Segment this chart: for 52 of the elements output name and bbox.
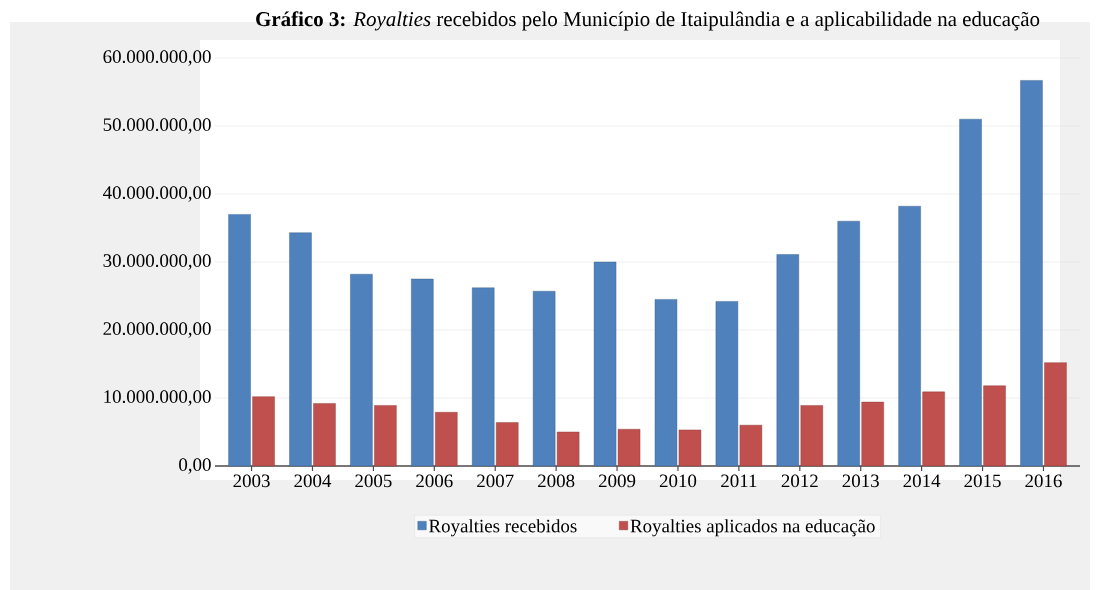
bar <box>1044 362 1067 467</box>
bar <box>861 401 884 467</box>
y-tick-label: 30.000.000,00 <box>103 254 211 270</box>
x-tick-label: 2011 <box>721 474 757 488</box>
bar <box>800 405 823 467</box>
y-tick-label: 40.000.000,00 <box>103 186 211 202</box>
x-tick-label: 2007 <box>477 474 514 488</box>
bar <box>313 403 336 467</box>
y-tick-label: 10.000.000,00 <box>104 390 211 406</box>
x-tick-label: 2009 <box>598 474 636 488</box>
bar <box>252 396 275 467</box>
y-tick-label: 0,00 <box>179 458 211 474</box>
x-tick-label: 2015 <box>964 474 1001 488</box>
x-tick-label: 2012 <box>781 474 818 488</box>
x-tick-label: 2006 <box>416 474 453 488</box>
bar <box>374 405 397 467</box>
x-tick-label: 2005 <box>355 474 392 488</box>
x-tick-label: 2016 <box>1025 474 1062 488</box>
bar <box>1020 80 1043 467</box>
x-tick-label: 2004 <box>294 474 332 488</box>
bar <box>922 391 945 467</box>
x-tick-label: 2003 <box>233 474 270 488</box>
y-tick-label: 60.000.000,00 <box>103 50 211 66</box>
x-tick-label: 2014 <box>903 474 941 488</box>
bar <box>496 422 519 467</box>
bar <box>472 287 495 467</box>
bar <box>593 261 617 467</box>
x-tick-label: 2010 <box>659 474 697 488</box>
bar <box>654 299 678 467</box>
bar <box>959 118 982 467</box>
bar <box>289 232 312 467</box>
bar <box>678 429 702 467</box>
bar <box>532 291 556 467</box>
bar <box>898 206 921 467</box>
legend-label: Royalties aplicados na educação <box>630 519 875 537</box>
bar <box>739 424 763 467</box>
y-tick-label: 20.000.000,00 <box>103 322 211 338</box>
bar <box>228 214 251 467</box>
bar <box>556 431 580 467</box>
bar <box>350 274 373 467</box>
bar <box>411 278 434 467</box>
x-tick-label: 2008 <box>538 474 575 488</box>
legend-label: Royalties recebidos <box>429 519 577 537</box>
bar <box>983 385 1006 467</box>
bar <box>617 429 641 467</box>
bar <box>715 301 739 467</box>
x-tick-label: 2013 <box>842 474 879 488</box>
bar <box>435 412 458 467</box>
bar <box>776 254 799 467</box>
y-tick-label: 50.000.000,00 <box>103 118 211 134</box>
chart-title: Gráfico 3: Royalties recebidos pelo Município de Itaipulândia e a aplicabilidade na educação <box>256 11 1040 31</box>
bar <box>837 220 860 467</box>
